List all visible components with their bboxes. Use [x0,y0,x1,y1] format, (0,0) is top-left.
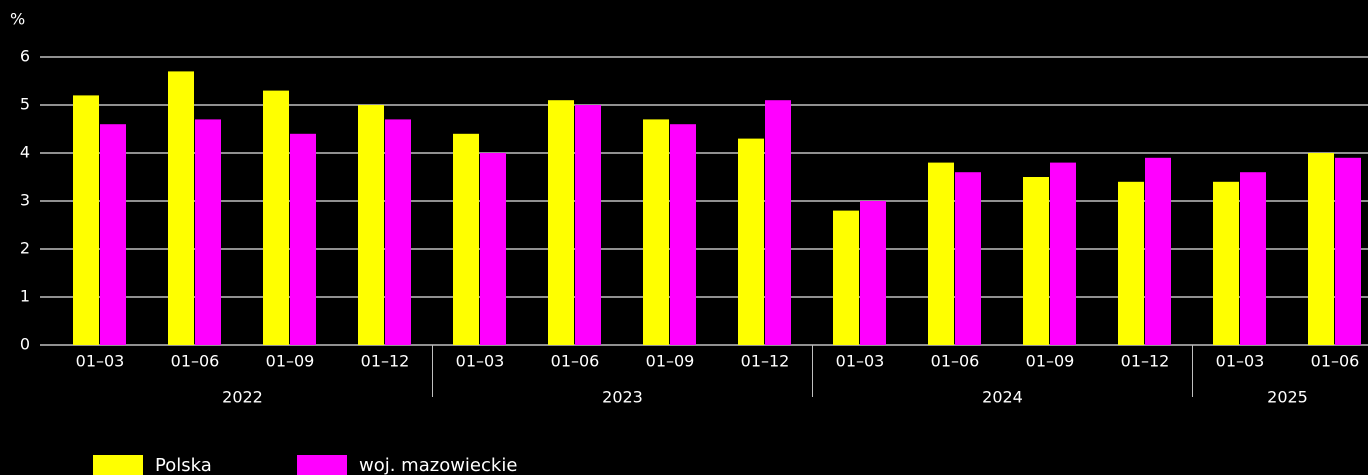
x-tick-label: 01–03 [456,352,505,371]
bar [168,71,194,346]
bar [833,210,859,345]
group-label: 2023 [602,388,643,407]
bar [765,100,791,345]
legend-label: Polska [155,455,212,475]
legend-swatch [93,455,143,475]
x-tick-label: 01–03 [1216,352,1265,371]
x-tick-label: 01–09 [646,352,695,371]
bar [1050,162,1076,345]
bar [290,133,316,345]
x-tick-label: 01–06 [171,352,220,371]
x-tick-label: 01–06 [1311,352,1360,371]
y-tick-label: 4 [20,143,30,162]
bar [453,133,479,345]
x-tick-label: 01–09 [1026,352,1075,371]
group-label: 2024 [982,388,1023,407]
bar [928,162,954,345]
bar [1213,181,1239,345]
bar [100,124,126,345]
bar [1335,157,1361,345]
bar [1240,172,1266,345]
legend-label: woj. mazowieckie [359,455,517,475]
bar [955,172,981,345]
bar [548,100,574,345]
y-tick-label: 3 [20,191,30,210]
group-label: 2025 [1267,388,1308,407]
bar [738,138,764,345]
bar [385,119,411,346]
bar [358,105,384,345]
group-label: 2022 [222,388,263,407]
y-axis-label: % [10,10,25,29]
y-tick-label: 6 [20,47,30,66]
x-tick-label: 01–06 [931,352,980,371]
bar [1023,177,1049,345]
bar [860,201,886,345]
bar [643,119,669,346]
bar [1118,181,1144,345]
x-tick-label: 01–12 [741,352,790,371]
x-tick-label: 01–12 [1121,352,1170,371]
y-tick-label: 2 [20,239,30,258]
bar [195,119,221,346]
bar [263,90,289,345]
x-tick-label: 01–03 [836,352,885,371]
bar [73,95,99,346]
x-tick-label: 01–12 [361,352,410,371]
y-tick-label: 1 [20,287,30,306]
bar [670,124,696,345]
y-tick-label: 0 [20,335,30,354]
x-tick-label: 01–03 [76,352,125,371]
bar [480,153,506,345]
x-tick-label: 01–06 [551,352,600,371]
legend-swatch [297,455,347,475]
bar [1308,153,1334,345]
y-tick-label: 5 [20,95,30,114]
bar [575,105,601,345]
x-tick-label: 01–09 [266,352,315,371]
bar [1145,157,1171,345]
